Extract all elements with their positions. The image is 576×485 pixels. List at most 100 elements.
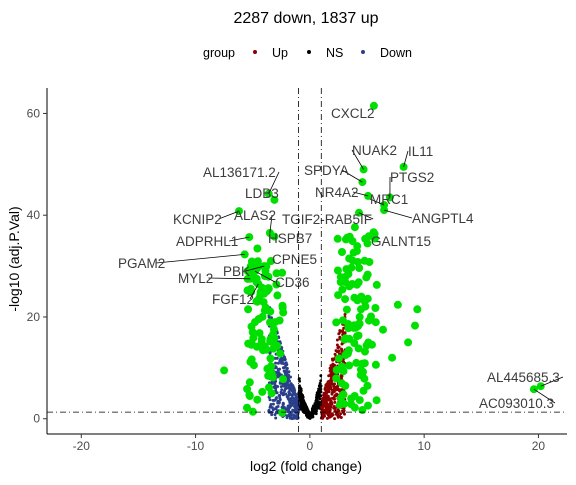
sig-up-point (350, 339, 358, 347)
x-tick-label: 0 (307, 439, 314, 453)
sig-up-point (373, 281, 381, 289)
sig-up-point (371, 304, 379, 312)
gene-label: FGF12 (212, 292, 254, 307)
down-point (291, 417, 294, 420)
gene-label: MRC1 (370, 192, 408, 207)
ns-point (298, 384, 301, 387)
sig-up-point (350, 294, 358, 302)
sig-up-point (352, 359, 360, 367)
ns-point (314, 403, 317, 406)
ns-point (319, 384, 322, 387)
x-tick-label: -10 (187, 439, 205, 453)
sig-down-point (253, 396, 261, 404)
sig-down-point (267, 355, 275, 363)
sig-down-point (253, 245, 261, 253)
down-point (289, 384, 292, 387)
down-point (285, 370, 288, 373)
sig-up-point (338, 248, 346, 256)
sig-up-point (336, 401, 344, 409)
sig-point (379, 326, 387, 334)
ns-point (300, 408, 303, 411)
down-point (268, 409, 271, 412)
down-point (293, 415, 296, 418)
down-point (291, 396, 294, 399)
down-point (277, 362, 280, 365)
sig-down-point (278, 409, 286, 417)
sig-up-point (359, 368, 367, 376)
gene-label: ALAS2 (234, 208, 276, 223)
gene-label: IL11 (408, 144, 433, 159)
gene-label: AL445685.3 (487, 370, 560, 385)
ns-point (304, 407, 307, 410)
up-point (323, 405, 326, 408)
down-point (275, 396, 278, 399)
sig-down-point (267, 335, 275, 343)
sig-up-point (365, 317, 373, 325)
sig-down-point (268, 370, 276, 378)
sig-up-point (364, 382, 372, 390)
legend-label: NS (326, 46, 343, 60)
legend-title: group (203, 46, 235, 60)
sig-up-point (372, 361, 380, 369)
ns-point (318, 404, 321, 407)
down-point (294, 404, 297, 407)
down-point (274, 413, 277, 416)
up-point (332, 364, 335, 367)
up-point (333, 401, 336, 404)
sig-down-point (243, 404, 251, 412)
legend-label: Down (380, 46, 412, 60)
sig-point (413, 305, 421, 313)
sig-point (253, 298, 261, 306)
legend-key (307, 50, 311, 54)
sig-up-point (341, 334, 349, 342)
up-point (334, 353, 337, 356)
ns-point (319, 398, 322, 401)
gene-label-connector (156, 254, 245, 263)
up-point (326, 417, 329, 420)
down-point (280, 388, 283, 391)
sig-point (388, 354, 396, 362)
sig-up-point (340, 390, 348, 398)
sig-point (220, 366, 228, 374)
sig-up-point (353, 281, 361, 289)
up-point (324, 400, 327, 403)
sig-up-point (361, 348, 369, 356)
down-point (282, 362, 285, 365)
gene-label: ADPRHL1 (176, 234, 238, 249)
down-point (283, 356, 286, 359)
down-point (272, 403, 275, 406)
y-axis-title: -log10 (adj.P.Val) (6, 206, 22, 311)
up-point (334, 394, 337, 397)
up-point (331, 389, 334, 392)
down-point (287, 394, 290, 397)
gene-label: PGAM2 (118, 256, 165, 271)
y-tick-label: 40 (27, 208, 41, 222)
up-point (338, 346, 341, 349)
down-point (278, 402, 281, 405)
down-point (274, 362, 277, 365)
sig-up-point (345, 362, 353, 370)
sig-up-point (353, 332, 361, 340)
up-point (329, 386, 332, 389)
down-point (282, 366, 285, 369)
y-tick-label: 60 (27, 106, 41, 120)
sig-up-point (338, 286, 346, 294)
gene-label-connector (384, 210, 412, 218)
sig-down-point (269, 345, 277, 353)
down-point (273, 399, 276, 402)
sig-up-point (344, 350, 352, 358)
sig-up-point (343, 306, 351, 314)
x-tick-label: 20 (532, 439, 546, 453)
gene-label: HSPB7 (268, 231, 312, 246)
down-point (288, 380, 291, 383)
ns-point (317, 406, 320, 409)
sig-down-point (265, 383, 273, 391)
ns-point (298, 380, 301, 383)
up-point (344, 331, 347, 334)
sig-down-point (261, 307, 269, 315)
sig-up-point (337, 278, 345, 286)
up-point (333, 383, 336, 386)
up-point (329, 406, 332, 409)
down-point (289, 376, 292, 379)
